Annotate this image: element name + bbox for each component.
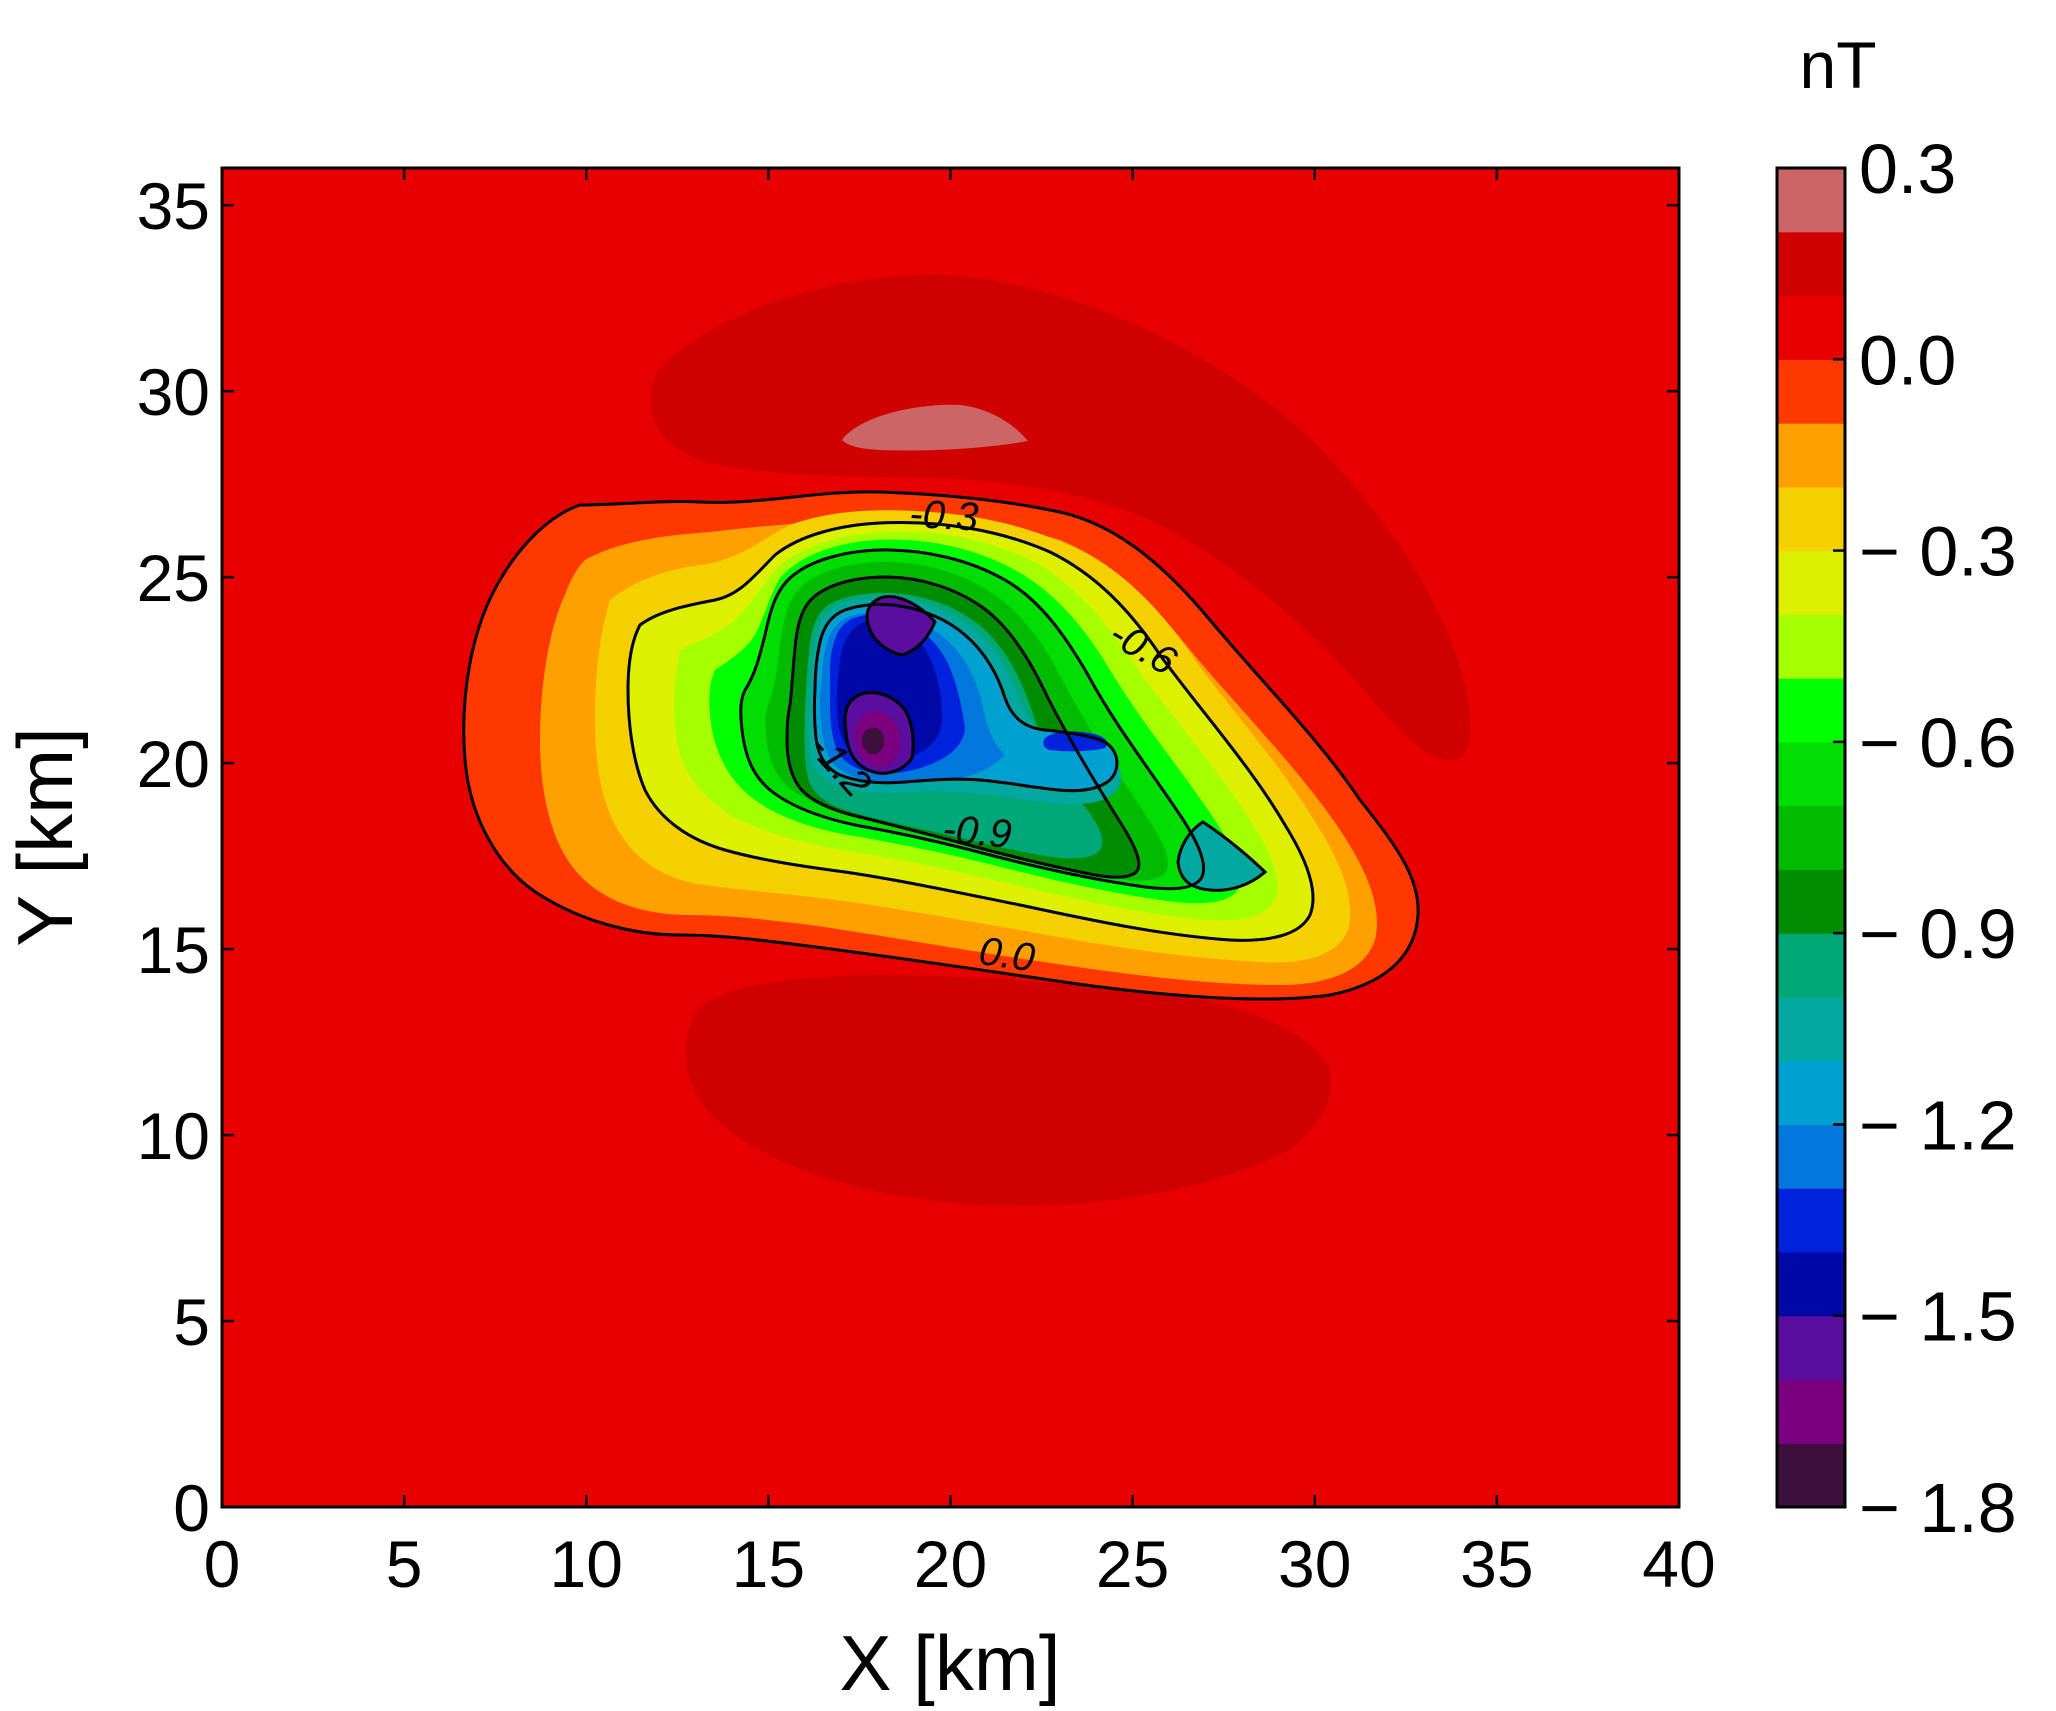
colorbar-swatch bbox=[1777, 1188, 1845, 1253]
colorbar-ticks: 0.3 0.0 − 0.3 − 0.6 − 0.9 − 1.2 − 1.5 − 1.8 bbox=[1833, 130, 2017, 1547]
x-tick-label: 5 bbox=[386, 1527, 423, 1601]
x-tick-label: 15 bbox=[732, 1527, 805, 1601]
band-minus-1.8 bbox=[861, 727, 885, 755]
x-tick-label: 0 bbox=[204, 1527, 241, 1601]
contour-label: 0.0 bbox=[976, 929, 1037, 980]
colorbar-swatch bbox=[1777, 231, 1845, 297]
colorbar-swatch bbox=[1777, 933, 1845, 998]
y-axis-ticks: 0 5 10 15 20 25 30 35 bbox=[137, 169, 1679, 1545]
x-tick-label: 10 bbox=[550, 1527, 623, 1601]
contour-lines bbox=[462, 490, 1420, 1001]
colorbar-frame bbox=[1775, 166, 1847, 1509]
colorbar-swatch bbox=[1777, 805, 1845, 870]
colorbar-tick-label: 0.0 bbox=[1859, 321, 1956, 399]
y-axis-label: Y [km] bbox=[1, 727, 89, 947]
y-tick-label: 5 bbox=[173, 1285, 210, 1359]
positive-lobe-south bbox=[686, 975, 1331, 1206]
colorbar-tick-label: − 0.3 bbox=[1859, 513, 2017, 591]
colorbar-swatch bbox=[1777, 359, 1845, 424]
colorbar-swatch bbox=[1777, 1251, 1845, 1317]
contour-line-minus-0.9-east bbox=[1176, 820, 1268, 892]
x-axis-ticks: 0 5 10 15 20 25 30 35 40 bbox=[204, 168, 1716, 1601]
y-tick-label: 25 bbox=[137, 541, 210, 615]
colorbar-swatch bbox=[1777, 423, 1845, 488]
y-tick-label: 10 bbox=[137, 1099, 210, 1173]
colorbar-swatch bbox=[1777, 1060, 1845, 1126]
positive-lobe-north bbox=[650, 275, 1471, 760]
colorbar-tick-label: 0.3 bbox=[1859, 130, 1956, 208]
colorbar-tick-label: − 0.9 bbox=[1859, 895, 2017, 973]
contour-line-minus-0.3 bbox=[626, 521, 1315, 942]
contour-line-minus-0.9 bbox=[785, 575, 1141, 879]
colorbar-swatch bbox=[1777, 614, 1845, 679]
x-tick-label: 40 bbox=[1642, 1527, 1715, 1601]
colorbar-swatch bbox=[1777, 1443, 1845, 1508]
contour-line-minus-0.6 bbox=[739, 548, 1206, 891]
x-tick-label: 30 bbox=[1278, 1527, 1351, 1601]
contour-line-minus-1.2 bbox=[812, 602, 1119, 793]
positive-peak bbox=[842, 404, 1028, 451]
colorbar-tick-label: − 0.6 bbox=[1859, 704, 2017, 782]
colorbar-tick-label: − 1.5 bbox=[1859, 1278, 2017, 1356]
y-tick-label: 0 bbox=[173, 1471, 210, 1545]
colorbar-swatch bbox=[1777, 486, 1845, 552]
colorbar-swatch bbox=[1777, 168, 1845, 233]
local-min-east bbox=[1178, 822, 1265, 891]
colorbar-tick-label: − 1.8 bbox=[1859, 1469, 2017, 1547]
contour-line-0.0 bbox=[462, 490, 1420, 1001]
x-tick-label: 20 bbox=[914, 1527, 987, 1601]
colorbar-swatch bbox=[1777, 678, 1845, 743]
colorbar-swatch bbox=[1777, 1315, 1845, 1381]
y-tick-label: 30 bbox=[137, 355, 210, 429]
colorbar-swatch bbox=[1777, 1379, 1845, 1444]
colorbar-unit-label: nT bbox=[1799, 28, 1876, 102]
x-tick-label: 25 bbox=[1096, 1527, 1169, 1601]
colorbar bbox=[1777, 168, 1845, 1508]
colorbar-swatch bbox=[1777, 741, 1845, 807]
colorbar-swatch bbox=[1777, 550, 1845, 615]
x-tick-label: 35 bbox=[1460, 1527, 1533, 1601]
contour-label: -0.9 bbox=[941, 807, 1014, 857]
colorbar-tick-label: − 1.2 bbox=[1859, 1086, 2017, 1164]
y-tick-label: 20 bbox=[137, 727, 210, 801]
contour-label: -0.3 bbox=[908, 492, 979, 540]
y-tick-label: 15 bbox=[137, 913, 210, 987]
y-tick-label: 35 bbox=[137, 169, 210, 243]
colorbar-swatch bbox=[1777, 996, 1845, 1062]
contour-line-minus-1.5-south bbox=[843, 691, 915, 775]
colorbar-swatch bbox=[1777, 1124, 1845, 1189]
contour-line-minus-1.5-north bbox=[865, 595, 937, 657]
colorbar-swatch bbox=[1777, 869, 1845, 934]
colorbar-swatch bbox=[1777, 295, 1845, 360]
x-axis-label: X [km] bbox=[839, 1619, 1060, 1707]
